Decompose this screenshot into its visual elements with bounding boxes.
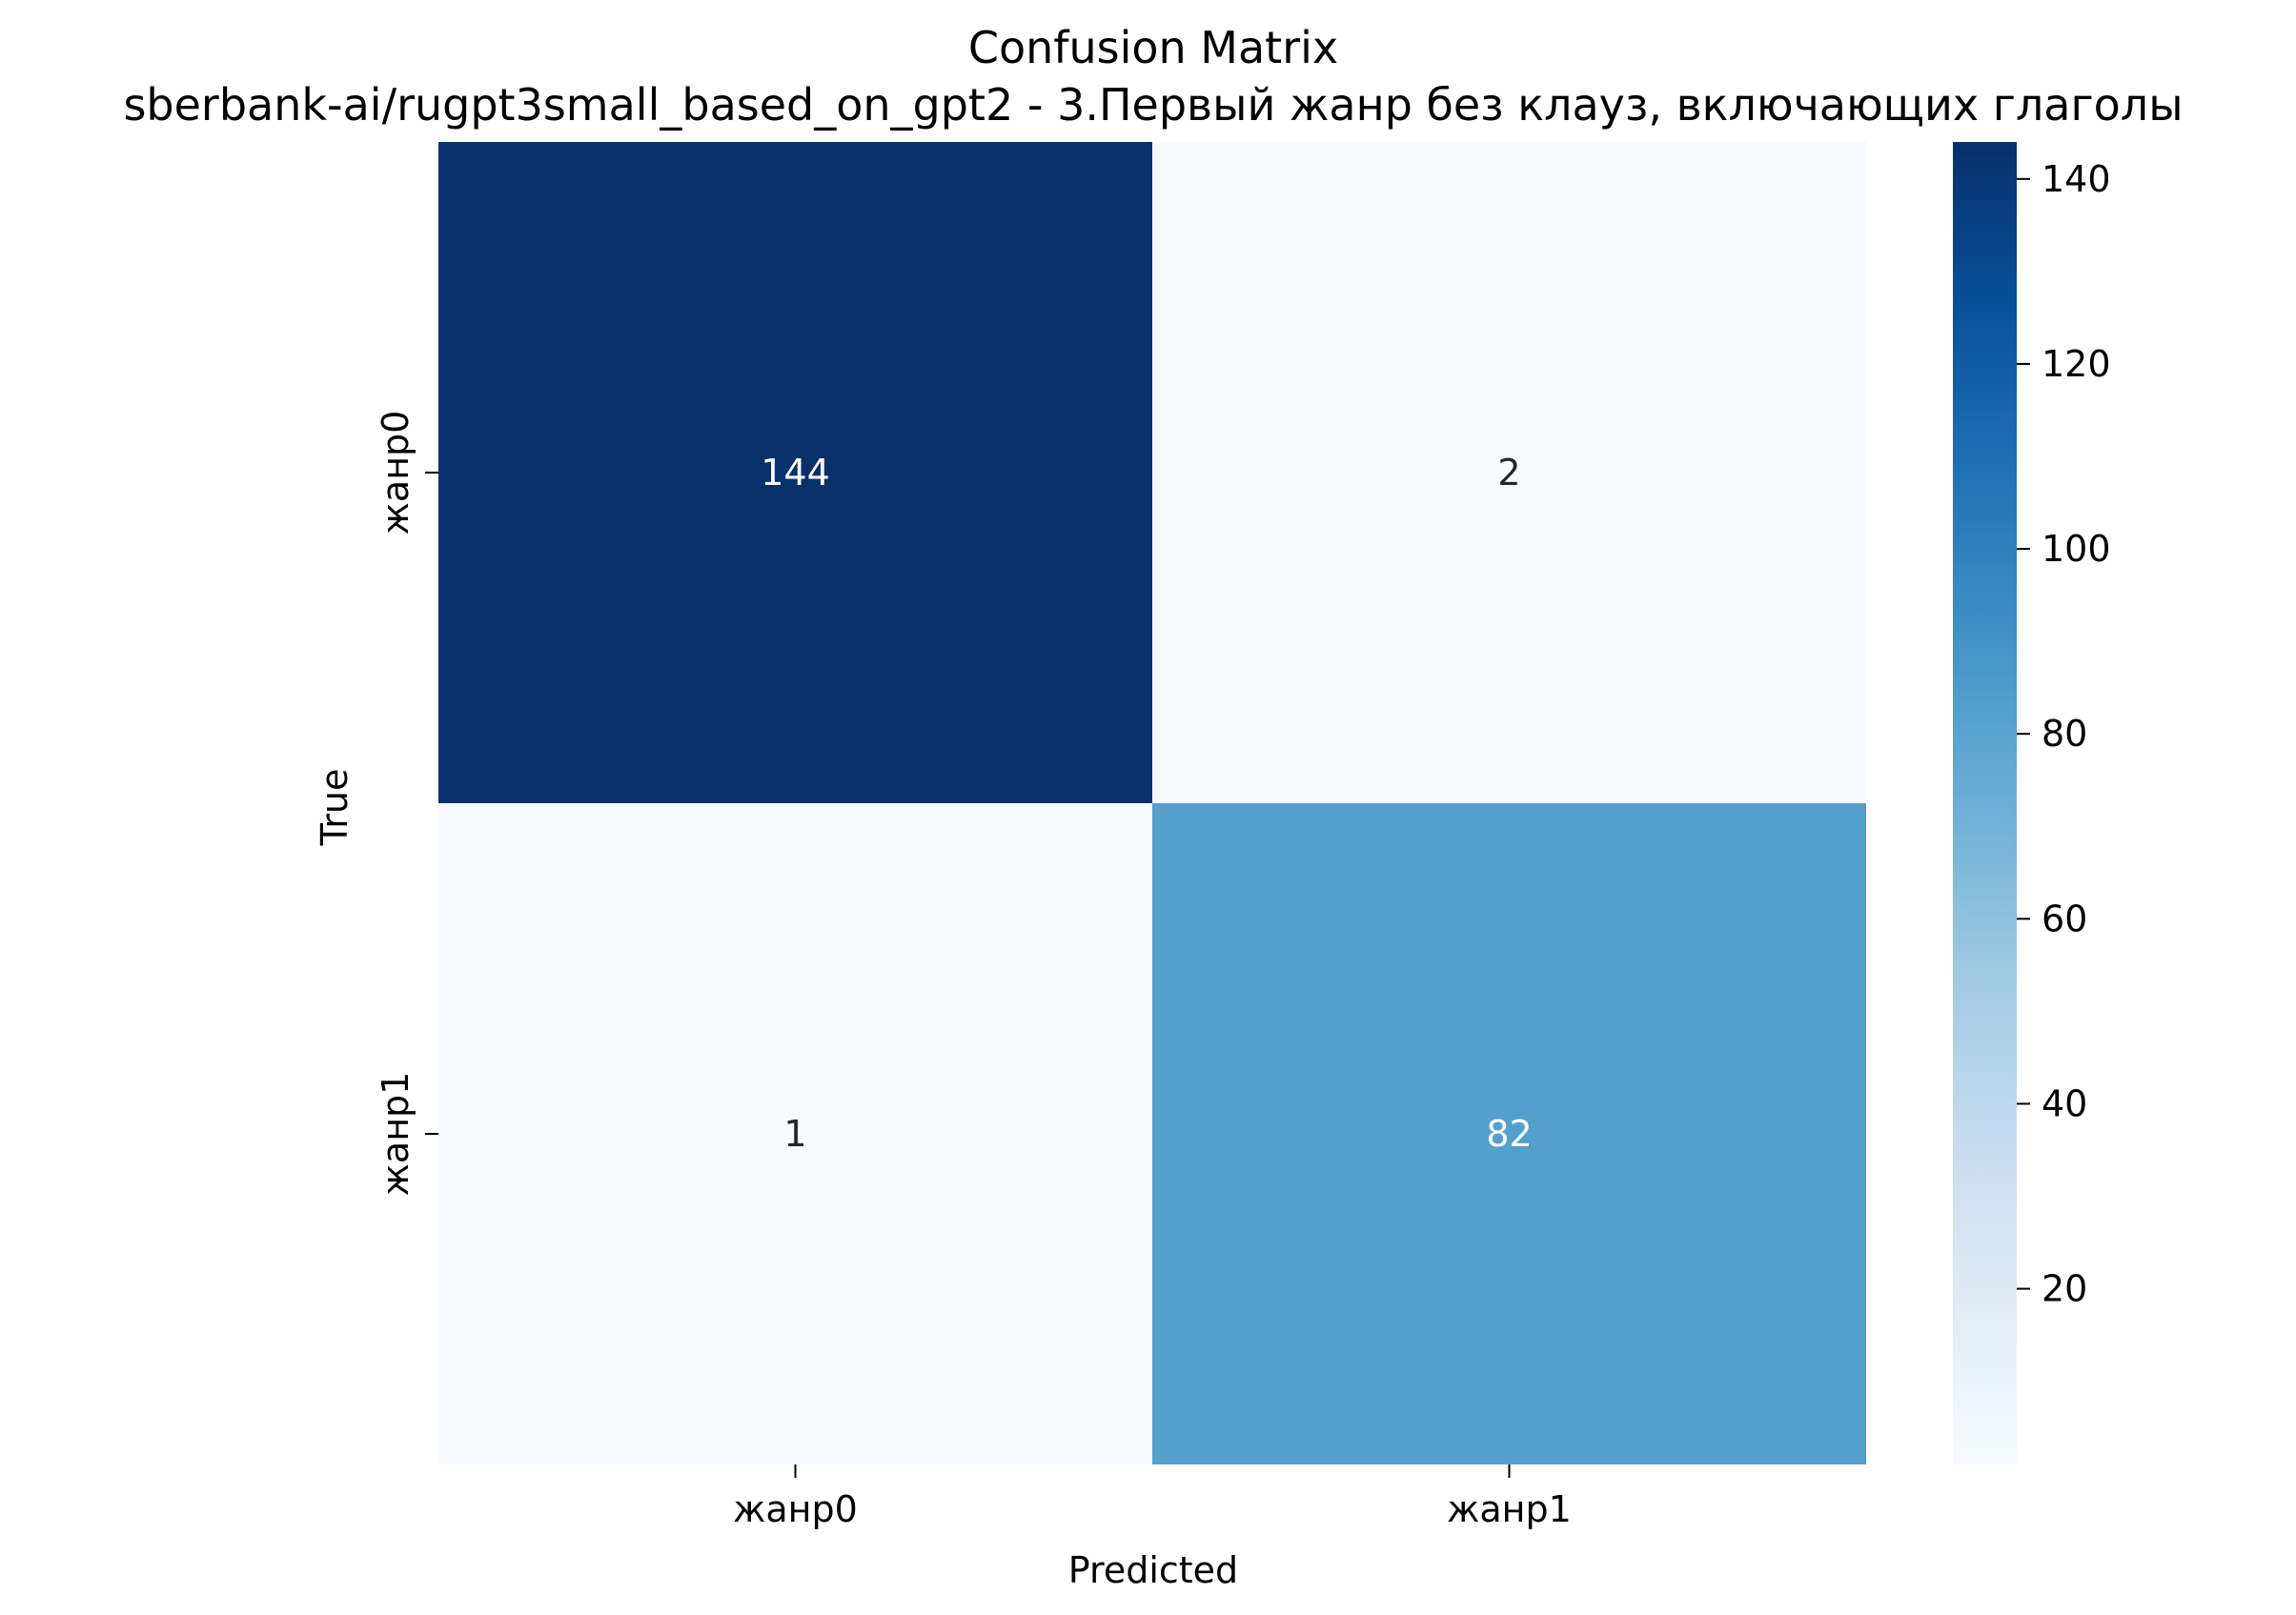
- x-axis-ticks: жанр0 жанр1: [733, 1464, 1572, 1530]
- heatmap-cell-r0-c0: [438, 142, 1152, 803]
- colorbar-tick-label-5: 120: [2042, 343, 2111, 385]
- colorbar-tick-label-4: 100: [2042, 528, 2111, 570]
- cell-value-label-r0-c1: 2: [1497, 452, 1520, 494]
- heatmap-cell-r1-c1: [1152, 803, 1866, 1464]
- x-axis-label: Predicted: [1068, 1549, 1238, 1591]
- colorbar-tick-label-2: 60: [2042, 898, 2087, 939]
- colorbar-tick-label-3: 80: [2042, 713, 2087, 755]
- colorbar-ticks: 20 40 60 80 100 120 140: [2017, 158, 2111, 1310]
- heatmap-cell-r0-c1: [1152, 142, 1866, 803]
- cell-value-label-r1-c0: 1: [783, 1113, 806, 1155]
- chart-title: Confusion Matrix: [968, 22, 1338, 73]
- y-tick-label-0: жанр0: [375, 411, 417, 535]
- y-tick-label-1: жанр1: [375, 1072, 417, 1197]
- y-axis-ticks: жанр0 жанр1: [375, 411, 438, 1197]
- heatmap-cell-r1-c0: [438, 803, 1152, 1464]
- heatmap-cells: [438, 142, 1866, 1464]
- x-tick-label-0: жанр0: [733, 1488, 858, 1530]
- heatmap-cell-labels: 144 2 1 82: [761, 452, 1532, 1155]
- colorbar-tick-label-6: 140: [2042, 158, 2111, 200]
- x-tick-label-1: жанр1: [1447, 1488, 1572, 1530]
- cell-value-label-r1-c1: 82: [1486, 1113, 1532, 1155]
- colorbar-tick-label-0: 20: [2042, 1268, 2087, 1310]
- colorbar: [1953, 142, 2017, 1464]
- cell-value-label-r0-c0: 144: [761, 452, 830, 494]
- y-axis-label: True: [314, 769, 356, 847]
- chart-subtitle: sberbank-ai/rugpt3small_based_on_gpt2 - …: [123, 79, 2183, 131]
- colorbar-tick-label-1: 40: [2042, 1082, 2087, 1124]
